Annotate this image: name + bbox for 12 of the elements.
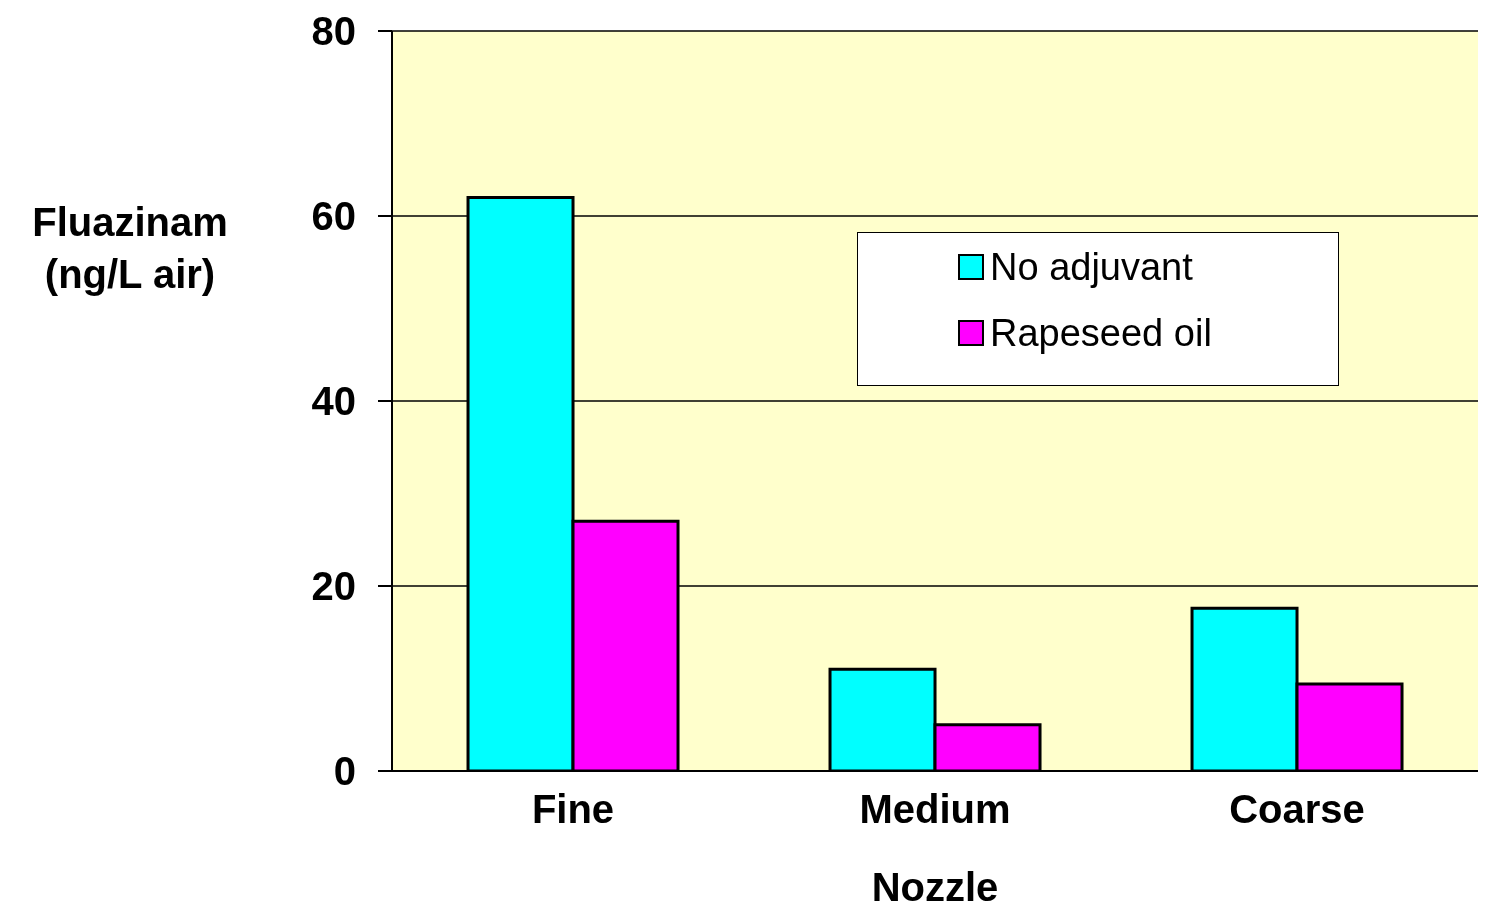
x-tick-label: Medium bbox=[859, 787, 1011, 832]
x-tick-label: Coarse bbox=[1229, 787, 1365, 832]
y-tick-label: 60 bbox=[311, 194, 356, 238]
x-tick-label: Fine bbox=[531, 787, 615, 832]
y-tick-label: 20 bbox=[311, 564, 356, 608]
legend-label: No adjuvant bbox=[990, 245, 1193, 289]
y-tick-label: 40 bbox=[311, 379, 356, 423]
legend-label: Rapeseed oil bbox=[990, 311, 1212, 355]
x-axis-title: Nozzle bbox=[871, 865, 999, 909]
y-tick-label: 80 bbox=[311, 9, 356, 53]
y-axis-title: Fluazinam (ng/L air) bbox=[32, 200, 228, 296]
y-tick-label: 0 bbox=[333, 749, 356, 793]
